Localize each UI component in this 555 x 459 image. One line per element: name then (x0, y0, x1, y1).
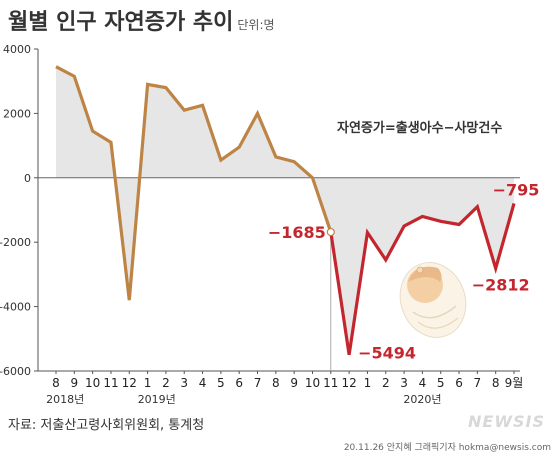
year-label: 2018년 (46, 393, 84, 406)
data-label: −5494 (358, 344, 416, 363)
x-tick-label: 11 (103, 376, 118, 390)
x-tick-label: 8 (272, 376, 280, 390)
baby-illustration (399, 262, 467, 338)
x-tick-label: 2 (382, 376, 390, 390)
x-tick-label: 1 (144, 376, 152, 390)
y-tick-label: 4000 (3, 43, 31, 56)
x-tick-label: 9 (290, 376, 298, 390)
x-tick-label: 10 (305, 376, 320, 390)
x-tick-label: 7 (474, 376, 482, 390)
y-tick-label: 2000 (3, 107, 31, 120)
year-label: 2019년 (138, 393, 176, 406)
x-tick-label: 2 (162, 376, 170, 390)
watermark-logo: NEWSIS (468, 412, 545, 431)
formula-note: 자연증가=출생아수−사망건수 (337, 121, 503, 136)
split-point-marker (326, 227, 335, 237)
x-tick-label: 12 (341, 376, 356, 390)
x-tick-label: 8 (52, 376, 60, 390)
x-tick-label: 12 (122, 376, 137, 390)
labels-layer: −1685 −5494 −2812 −795 (268, 180, 540, 362)
unit-label: 단위:명 (237, 18, 275, 32)
title-text: 월별 인구 자연증가 추이 (8, 10, 234, 35)
x-tick-label: 10 (85, 376, 100, 390)
y-tick-label: -4000 (0, 301, 31, 314)
data-label: −2812 (472, 275, 530, 294)
year-label: 2020년 (403, 393, 441, 406)
y-tick-label: -6000 (0, 365, 31, 378)
x-tick-label: 8 (492, 376, 500, 390)
source-note: 자료: 저출산고령사회위원회, 통계청 (8, 418, 205, 433)
x-tick-label: 6 (455, 376, 463, 390)
chart-title: 월별 인구 자연증가 추이 단위:명 (8, 4, 275, 36)
x-tick-label: 4 (419, 376, 427, 390)
credit-note: 20.11.26 안지혜 그래픽기자 hokma@newsis.com (343, 443, 551, 453)
y-tick-label: 0 (24, 172, 31, 185)
area-layer (56, 66, 514, 355)
series-line-2020 (329, 202, 516, 355)
series-line-2018-2019 (55, 65, 333, 301)
x-tick-label: 3 (180, 376, 188, 390)
x-tick-label: 9 (70, 376, 78, 390)
x-tick-label: 1 (364, 376, 372, 390)
x-tick-label: 5 (437, 376, 445, 390)
y-tick-label: -2000 (0, 236, 31, 249)
x-tick-label: 5 (217, 376, 225, 390)
area-fill (56, 66, 514, 355)
data-label: −1685 (268, 223, 326, 242)
x-tick-label: 9월 (505, 376, 524, 390)
x-tick-label: 3 (400, 376, 408, 390)
data-label: −795 (493, 180, 540, 199)
x-tick-label: 6 (235, 376, 243, 390)
x-tick-label: 7 (254, 376, 262, 390)
x-tick-label: 4 (199, 376, 207, 390)
x-tick-label: 11 (323, 376, 338, 390)
lines-layer (55, 65, 516, 355)
